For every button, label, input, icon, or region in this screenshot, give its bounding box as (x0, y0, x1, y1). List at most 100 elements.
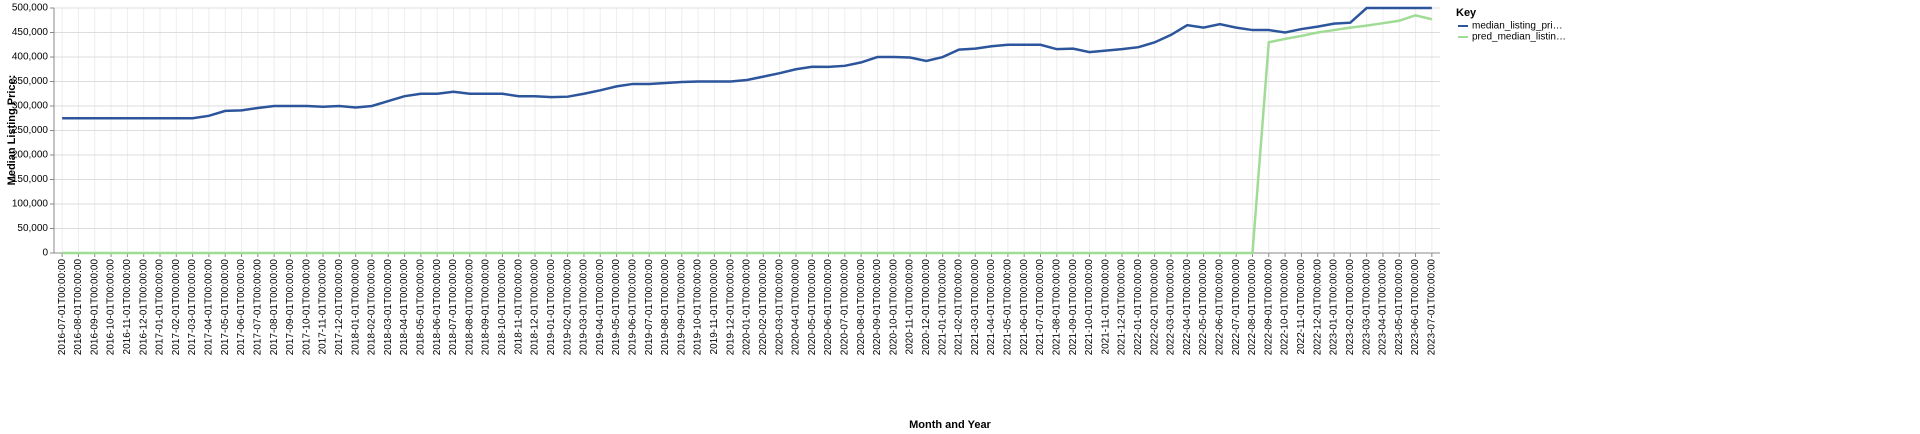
x-tick-label: 2018-02-01T00:00:00 (367, 259, 378, 356)
x-tick-label: 2018-04-01T00:00:00 (399, 259, 410, 356)
x-tick-label: 2022-04-01T00:00:00 (1182, 259, 1193, 356)
y-tick-label: 500,000 (12, 3, 49, 14)
x-tick-label: 2016-10-01T00:00:00 (106, 259, 117, 356)
x-tick-label: 2017-08-01T00:00:00 (269, 259, 280, 356)
y-tick-label: 400,000 (12, 52, 49, 63)
x-tick-label: 2016-08-01T00:00:00 (73, 259, 84, 356)
y-tick-label: 100,000 (12, 199, 49, 210)
x-tick-label: 2022-01-01T00:00:00 (1133, 259, 1144, 356)
x-tick-label: 2017-02-01T00:00:00 (171, 259, 182, 356)
x-tick-label: 2018-12-01T00:00:00 (530, 259, 541, 356)
x-tick-label: 2020-12-01T00:00:00 (921, 259, 932, 356)
x-tick-label: 2020-01-01T00:00:00 (742, 259, 753, 356)
x-tick-label: 2018-06-01T00:00:00 (432, 259, 443, 356)
x-tick-label: 2020-07-01T00:00:00 (839, 259, 850, 356)
x-tick-label: 2020-03-01T00:00:00 (774, 259, 785, 356)
x-tick-label: 2020-09-01T00:00:00 (872, 259, 883, 356)
x-tick-label: 2017-07-01T00:00:00 (252, 259, 263, 356)
x-axis-title: Month and Year (909, 419, 991, 431)
x-tick-label: 2022-05-01T00:00:00 (1198, 259, 1209, 356)
x-tick-label: 2019-03-01T00:00:00 (579, 259, 590, 356)
x-tick-label: 2020-08-01T00:00:00 (856, 259, 867, 356)
y-tick-label: 50,000 (17, 223, 48, 234)
x-tick-label: 2022-09-01T00:00:00 (1263, 259, 1274, 356)
x-tick-label: 2023-04-01T00:00:00 (1378, 259, 1389, 356)
x-tick-label: 2020-04-01T00:00:00 (791, 259, 802, 356)
x-tick-label: 2018-09-01T00:00:00 (481, 259, 492, 356)
x-tick-label: 2021-04-01T00:00:00 (986, 259, 997, 356)
x-tick-label: 2022-12-01T00:00:00 (1312, 259, 1323, 356)
y-axis-title: Median Listing Price: (6, 75, 18, 186)
x-tick-label: 2020-11-01T00:00:00 (905, 259, 916, 355)
legend-title: Key (1456, 7, 1477, 19)
x-tick-label: 2017-05-01T00:00:00 (220, 259, 231, 356)
x-tick-label: 2019-12-01T00:00:00 (725, 259, 736, 356)
x-tick-label: 2017-01-01T00:00:00 (155, 259, 166, 356)
x-tick-label: 2022-07-01T00:00:00 (1231, 259, 1242, 356)
x-tick-label: 2017-12-01T00:00:00 (334, 259, 345, 356)
x-tick-label: 2021-03-01T00:00:00 (970, 259, 981, 356)
x-tick-label: 2018-01-01T00:00:00 (350, 259, 361, 356)
x-tick-label: 2022-10-01T00:00:00 (1280, 259, 1291, 356)
x-tick-label: 2021-12-01T00:00:00 (1117, 259, 1128, 356)
y-tick-label: 450,000 (12, 27, 49, 38)
y-tick-label: 250,000 (12, 125, 49, 136)
legend-label: median_listing_pri… (1472, 21, 1563, 32)
x-tick-label: 2018-08-01T00:00:00 (464, 259, 475, 356)
x-tick-label: 2023-03-01T00:00:00 (1361, 259, 1372, 356)
x-tick-label: 2019-01-01T00:00:00 (546, 259, 557, 356)
x-tick-label: 2019-02-01T00:00:00 (562, 259, 573, 356)
x-tick-label: 2022-03-01T00:00:00 (1166, 259, 1177, 356)
x-tick-label: 2016-11-01T00:00:00 (122, 259, 133, 355)
x-tick-label: 2021-05-01T00:00:00 (1003, 259, 1014, 356)
x-tick-label: 2017-10-01T00:00:00 (301, 259, 312, 356)
x-tick-label: 2019-08-01T00:00:00 (660, 259, 671, 356)
x-tick-label: 2021-08-01T00:00:00 (1051, 259, 1062, 356)
x-tick-label: 2016-12-01T00:00:00 (138, 259, 149, 356)
y-tick-label: 200,000 (12, 150, 49, 161)
x-tick-label: 2023-01-01T00:00:00 (1329, 259, 1340, 356)
x-tick-label: 2022-06-01T00:00:00 (1215, 259, 1226, 356)
x-tick-label: 2023-07-01T00:00:00 (1426, 259, 1437, 356)
x-tick-label: 2020-06-01T00:00:00 (823, 259, 834, 356)
x-tick-label: 2017-04-01T00:00:00 (204, 259, 215, 356)
y-tick-label: 300,000 (12, 101, 49, 112)
x-tick-label: 2018-11-01T00:00:00 (513, 259, 524, 355)
x-tick-label: 2020-10-01T00:00:00 (888, 259, 899, 356)
x-tick-label: 2021-09-01T00:00:00 (1068, 259, 1079, 356)
x-tick-label: 2021-06-01T00:00:00 (1019, 259, 1030, 356)
line-series (62, 6, 1432, 120)
x-tick-label: 2019-11-01T00:00:00 (709, 259, 720, 355)
x-tick-label: 2019-05-01T00:00:00 (611, 259, 622, 356)
x-tick-label: 2018-10-01T00:00:00 (497, 259, 508, 356)
x-tick-label: 2021-11-01T00:00:00 (1100, 259, 1111, 355)
x-tick-label: 2017-09-01T00:00:00 (285, 259, 296, 356)
x-tick-label: 2017-03-01T00:00:00 (187, 259, 198, 356)
legend-label: pred_median_listin… (1472, 32, 1566, 43)
x-tick-label: 2018-05-01T00:00:00 (416, 259, 427, 356)
x-tick-label: 2017-11-01T00:00:00 (318, 259, 329, 355)
x-tick-label: 2021-07-01T00:00:00 (1035, 259, 1046, 356)
x-tick-label: 2023-05-01T00:00:00 (1394, 259, 1405, 356)
x-tick-label: 2021-02-01T00:00:00 (954, 259, 965, 356)
x-tick-label: 2016-07-01T00:00:00 (57, 259, 68, 356)
x-tick-label: 2019-04-01T00:00:00 (595, 259, 606, 356)
x-tick-label: 2018-07-01T00:00:00 (448, 259, 459, 356)
y-tick-label: 150,000 (12, 174, 49, 185)
line-series (62, 14, 1433, 255)
x-tick-label: 2022-11-01T00:00:00 (1296, 259, 1307, 355)
x-tick-label: 2018-03-01T00:00:00 (383, 259, 394, 356)
x-tick-label: 2022-08-01T00:00:00 (1247, 259, 1258, 356)
x-tick-label: 2017-06-01T00:00:00 (236, 259, 247, 356)
x-tick-label: 2023-02-01T00:00:00 (1345, 259, 1356, 356)
x-tick-label: 2020-05-01T00:00:00 (807, 259, 818, 356)
x-tick-label: 2016-09-01T00:00:00 (89, 259, 100, 356)
x-tick-label: 2022-02-01T00:00:00 (1149, 259, 1160, 356)
x-tick-label: 2019-07-01T00:00:00 (644, 259, 655, 356)
x-tick-label: 2019-06-01T00:00:00 (627, 259, 638, 356)
x-tick-label: 2021-01-01T00:00:00 (937, 259, 948, 356)
x-tick-label: 2019-10-01T00:00:00 (693, 259, 704, 356)
x-tick-label: 2021-10-01T00:00:00 (1084, 259, 1095, 356)
x-tick-label: 2023-06-01T00:00:00 (1410, 259, 1421, 356)
